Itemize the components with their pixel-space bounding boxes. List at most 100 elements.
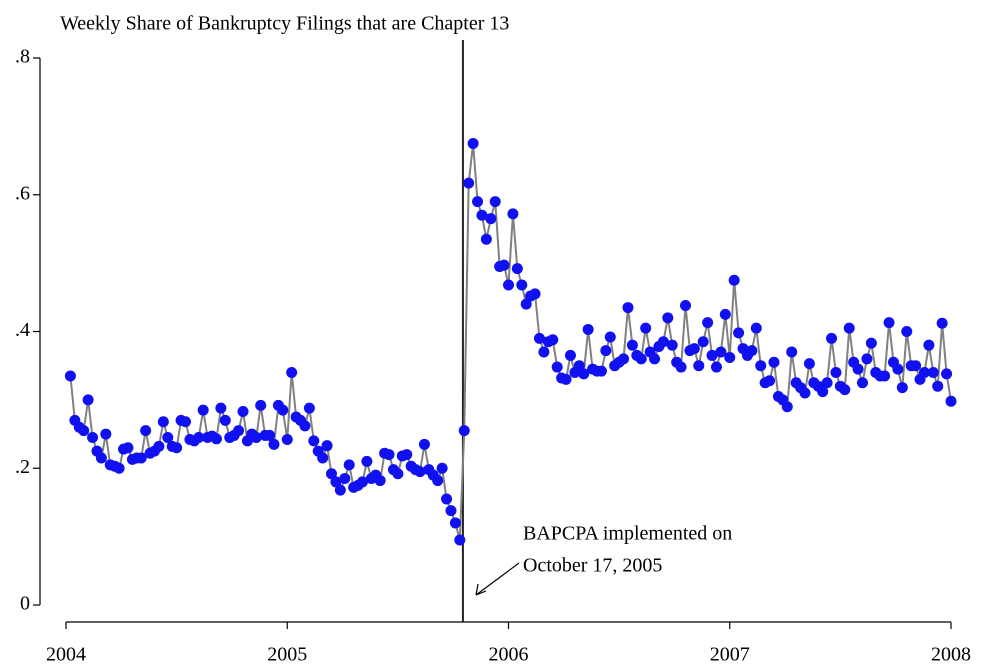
point bbox=[826, 332, 838, 344]
annotation-arrow bbox=[475, 562, 520, 596]
point bbox=[100, 428, 112, 440]
point bbox=[755, 360, 767, 372]
point bbox=[401, 449, 413, 461]
point bbox=[746, 345, 758, 357]
y-tick-label: .2 bbox=[15, 456, 30, 478]
point bbox=[87, 431, 99, 443]
point bbox=[918, 367, 930, 379]
point bbox=[666, 339, 678, 351]
point bbox=[498, 259, 510, 271]
point bbox=[883, 317, 895, 329]
point bbox=[595, 365, 607, 377]
point bbox=[936, 317, 948, 329]
point bbox=[927, 367, 939, 379]
point bbox=[308, 435, 320, 447]
point bbox=[635, 353, 647, 365]
point bbox=[560, 373, 572, 385]
point bbox=[179, 416, 191, 428]
point bbox=[432, 475, 444, 487]
annotation: BAPCPA implemented on bbox=[523, 523, 732, 545]
point bbox=[750, 322, 762, 334]
point bbox=[901, 326, 913, 337]
point bbox=[334, 484, 346, 496]
point bbox=[277, 404, 289, 416]
point bbox=[892, 363, 904, 375]
point bbox=[852, 363, 864, 375]
point bbox=[343, 459, 355, 471]
point bbox=[454, 534, 466, 546]
point bbox=[803, 358, 815, 370]
point bbox=[538, 346, 550, 358]
point bbox=[941, 368, 953, 380]
point bbox=[445, 505, 457, 517]
point bbox=[153, 440, 165, 452]
point bbox=[680, 300, 691, 312]
point bbox=[710, 361, 722, 373]
point bbox=[286, 367, 298, 379]
point bbox=[896, 382, 908, 394]
point bbox=[551, 361, 563, 373]
x-tick-label: 2008 bbox=[931, 644, 971, 666]
point bbox=[857, 377, 868, 389]
point bbox=[414, 466, 426, 478]
point bbox=[618, 353, 630, 365]
point bbox=[299, 420, 311, 432]
point bbox=[516, 279, 528, 291]
point bbox=[675, 361, 687, 373]
point bbox=[467, 137, 479, 149]
point bbox=[817, 386, 829, 398]
point bbox=[264, 429, 276, 441]
annotation-arrowhead bbox=[475, 583, 487, 596]
point bbox=[122, 442, 134, 454]
point bbox=[662, 312, 674, 324]
point bbox=[268, 438, 280, 450]
point bbox=[321, 440, 333, 452]
point bbox=[702, 317, 714, 329]
point bbox=[923, 339, 935, 351]
point bbox=[215, 402, 227, 414]
point bbox=[626, 339, 638, 351]
y-tick-label: .4 bbox=[15, 319, 30, 341]
point bbox=[649, 353, 661, 365]
point bbox=[392, 468, 404, 480]
point bbox=[582, 323, 594, 335]
point bbox=[547, 334, 559, 346]
point bbox=[728, 274, 740, 286]
point bbox=[326, 468, 337, 480]
point bbox=[511, 263, 523, 275]
point bbox=[356, 476, 368, 488]
point bbox=[374, 475, 386, 487]
point bbox=[843, 322, 855, 334]
point bbox=[861, 353, 873, 365]
point bbox=[507, 208, 519, 220]
y-tick-label: .8 bbox=[15, 46, 30, 68]
point bbox=[219, 414, 231, 426]
point bbox=[578, 368, 590, 380]
point bbox=[463, 177, 475, 189]
point bbox=[821, 377, 833, 389]
point bbox=[135, 452, 147, 464]
point bbox=[330, 476, 342, 488]
point bbox=[564, 349, 576, 361]
point bbox=[210, 433, 222, 445]
chart-title: Weekly Share of Bankruptcy Filings that … bbox=[60, 13, 509, 35]
point bbox=[95, 452, 107, 464]
point bbox=[197, 404, 209, 416]
point bbox=[436, 462, 448, 474]
point bbox=[162, 431, 174, 443]
point bbox=[640, 322, 652, 334]
point bbox=[768, 356, 780, 368]
point bbox=[622, 302, 634, 314]
point bbox=[250, 431, 262, 443]
point bbox=[339, 473, 351, 485]
point bbox=[485, 213, 497, 225]
point bbox=[865, 337, 877, 349]
point bbox=[697, 336, 709, 348]
point bbox=[317, 452, 329, 464]
point bbox=[82, 394, 94, 406]
point bbox=[113, 462, 125, 474]
point bbox=[193, 431, 205, 443]
x-tick-label: 2004 bbox=[46, 644, 86, 666]
series-line bbox=[69, 143, 952, 541]
point bbox=[449, 517, 461, 529]
